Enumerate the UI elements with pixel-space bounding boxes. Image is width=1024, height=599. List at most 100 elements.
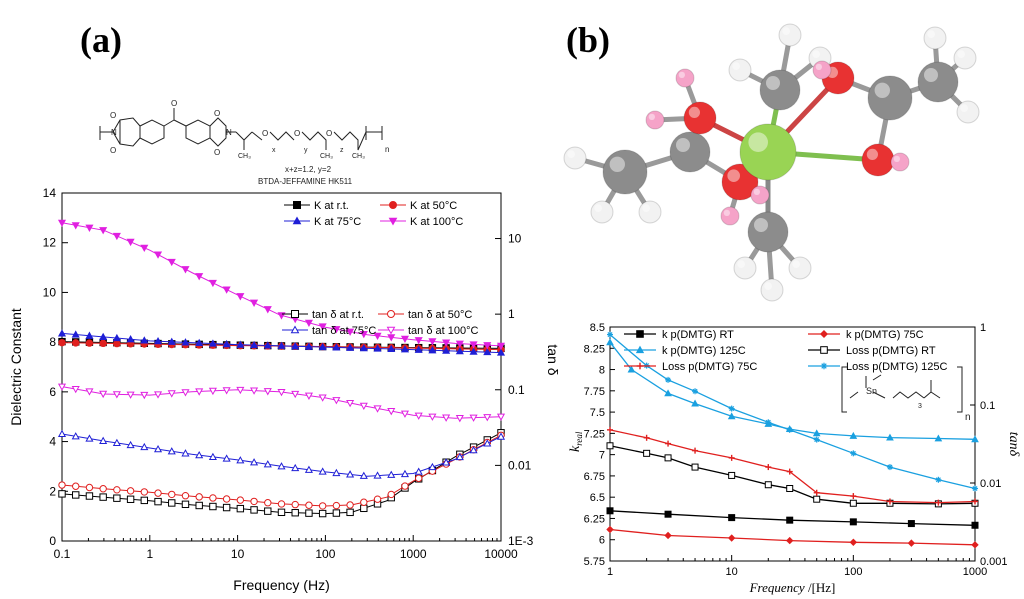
- chart-a-point: [113, 486, 121, 494]
- legend-marker: [291, 310, 299, 318]
- chart-a-point: [346, 470, 355, 478]
- chart-a-x-tick-label: 0.1: [54, 547, 71, 561]
- hydroxyl-hydrogen-atom: [720, 206, 740, 226]
- structure-a-name: BTDA-JEFFAMINE HK511: [258, 177, 353, 186]
- chart-a-point: [250, 506, 258, 514]
- chart-a-point: [400, 335, 410, 343]
- chart-a-point: [483, 414, 492, 422]
- legend-marker: [636, 362, 644, 370]
- chart-a-point: [167, 447, 176, 455]
- chart-a-point: [414, 412, 423, 420]
- legend-marker: [387, 310, 395, 318]
- chart-b-xlabel-unit: /[Hz]: [805, 580, 836, 595]
- chart-b-point: [643, 434, 650, 441]
- chart-a-point: [318, 467, 327, 475]
- structure-b-drawing: [841, 366, 963, 413]
- atom-highlight: [688, 106, 701, 118]
- chart-a-point: [483, 439, 492, 447]
- chart-b-series-line: [609, 445, 976, 505]
- chart-b-ylabel: kreal: [568, 431, 584, 452]
- chart-a-point: [71, 222, 80, 230]
- chart-b-y-tick-label: 7.25: [584, 428, 605, 440]
- chart-a-point: [153, 337, 163, 345]
- chart-a-point: [414, 345, 423, 353]
- chart-b-point: [764, 481, 772, 489]
- chart-a-point: [58, 481, 66, 489]
- legend-label: Loss p(DMTG) 75C: [662, 361, 757, 373]
- chart-a-x-tick-label: 100: [315, 547, 335, 561]
- chart-b-y-tick-label: 6: [599, 535, 605, 547]
- chart-a-point: [140, 488, 149, 496]
- structure-a-subscript-n: n: [385, 145, 389, 154]
- chart-a-point: [414, 337, 423, 345]
- chart-a-point: [168, 490, 176, 499]
- legend-marker: [635, 345, 645, 354]
- chart-a-legend-tan: tan δ at r.t. tan δ at 50°C tan δ at 75°C t…: [282, 309, 479, 337]
- chart-b-point: [786, 536, 794, 545]
- chart-b-series: [606, 507, 979, 529]
- carbon-atom: [669, 131, 711, 173]
- chart-a-point: [359, 402, 368, 411]
- chart-a-point: [291, 390, 300, 399]
- chart-a-point: [209, 494, 217, 502]
- chart-a-point: [99, 485, 107, 493]
- chart-b-point: [971, 521, 979, 529]
- structure-b-subscript-3: 3: [918, 403, 922, 410]
- chart-a-point: [236, 496, 245, 504]
- chart-a-point: [318, 394, 327, 402]
- chart-b-x-tick-label: 10: [726, 566, 738, 578]
- chart-a-point: [181, 492, 190, 500]
- chart-a-point: [208, 279, 217, 288]
- atom-highlight: [754, 218, 768, 232]
- chart-b-point: [786, 426, 793, 433]
- chart-a-point: [99, 493, 107, 501]
- structure-b-subscript-n: n: [965, 412, 971, 423]
- chart-b-point: [606, 442, 614, 450]
- chart-b-series: [606, 442, 979, 508]
- chart-a-point: [387, 408, 396, 416]
- chart-a-point: [222, 495, 231, 503]
- chart-a-point: [71, 385, 80, 394]
- legend-label: K at 75°C: [314, 216, 361, 228]
- chart-a-series: [57, 329, 506, 356]
- chart-a-point: [263, 388, 272, 396]
- legend-label: tan δ at 75°C: [312, 325, 376, 337]
- chart-b-point: [813, 495, 821, 503]
- atom-highlight: [732, 62, 741, 70]
- chart-a-x-tick-label: 10: [231, 547, 245, 561]
- chart-a-point: [140, 496, 149, 505]
- chart-b-point: [765, 419, 772, 426]
- chart-a-point: [181, 500, 190, 509]
- chart-b-x-tick-label: 1: [607, 566, 613, 578]
- chart-b-y-tick-label: 6.5: [590, 492, 605, 504]
- chart-b-point: [643, 449, 651, 457]
- legend-marker: [386, 326, 396, 335]
- chart-a-x-tick-label: 10000: [484, 547, 518, 561]
- svg-text:O: O: [214, 148, 220, 157]
- chart-a-point: [209, 502, 217, 511]
- chart-b-point: [849, 499, 857, 507]
- chart-a-point: [442, 458, 451, 466]
- chart-b-point: [627, 365, 636, 373]
- chart-a-point: [455, 415, 464, 423]
- atom-highlight: [866, 148, 879, 160]
- chart-a-point: [428, 413, 437, 421]
- chart-a-point: [250, 497, 258, 506]
- chart-a-point: [195, 388, 204, 396]
- chart-a-point: [236, 386, 245, 395]
- chart-a-point: [195, 493, 203, 501]
- atom-highlight: [594, 204, 603, 212]
- chart-a-xlabel: Frequency (Hz): [233, 577, 329, 593]
- chart-a-point: [113, 339, 121, 348]
- legend-marker: [636, 330, 644, 338]
- chart-a-y-tick-label: 4: [49, 435, 56, 449]
- chart-a-point: [455, 340, 464, 348]
- chart-a-point: [236, 293, 245, 301]
- chart-b-series: [607, 331, 978, 492]
- chart-a-point: [305, 509, 313, 517]
- chart-b-point: [972, 485, 978, 492]
- chart-b-point: [971, 435, 979, 443]
- chart-b-point: [665, 376, 672, 383]
- chart-a-y2-tick-label: 1E-3: [508, 534, 534, 548]
- chart-a-y-tick-label: 0: [49, 534, 56, 548]
